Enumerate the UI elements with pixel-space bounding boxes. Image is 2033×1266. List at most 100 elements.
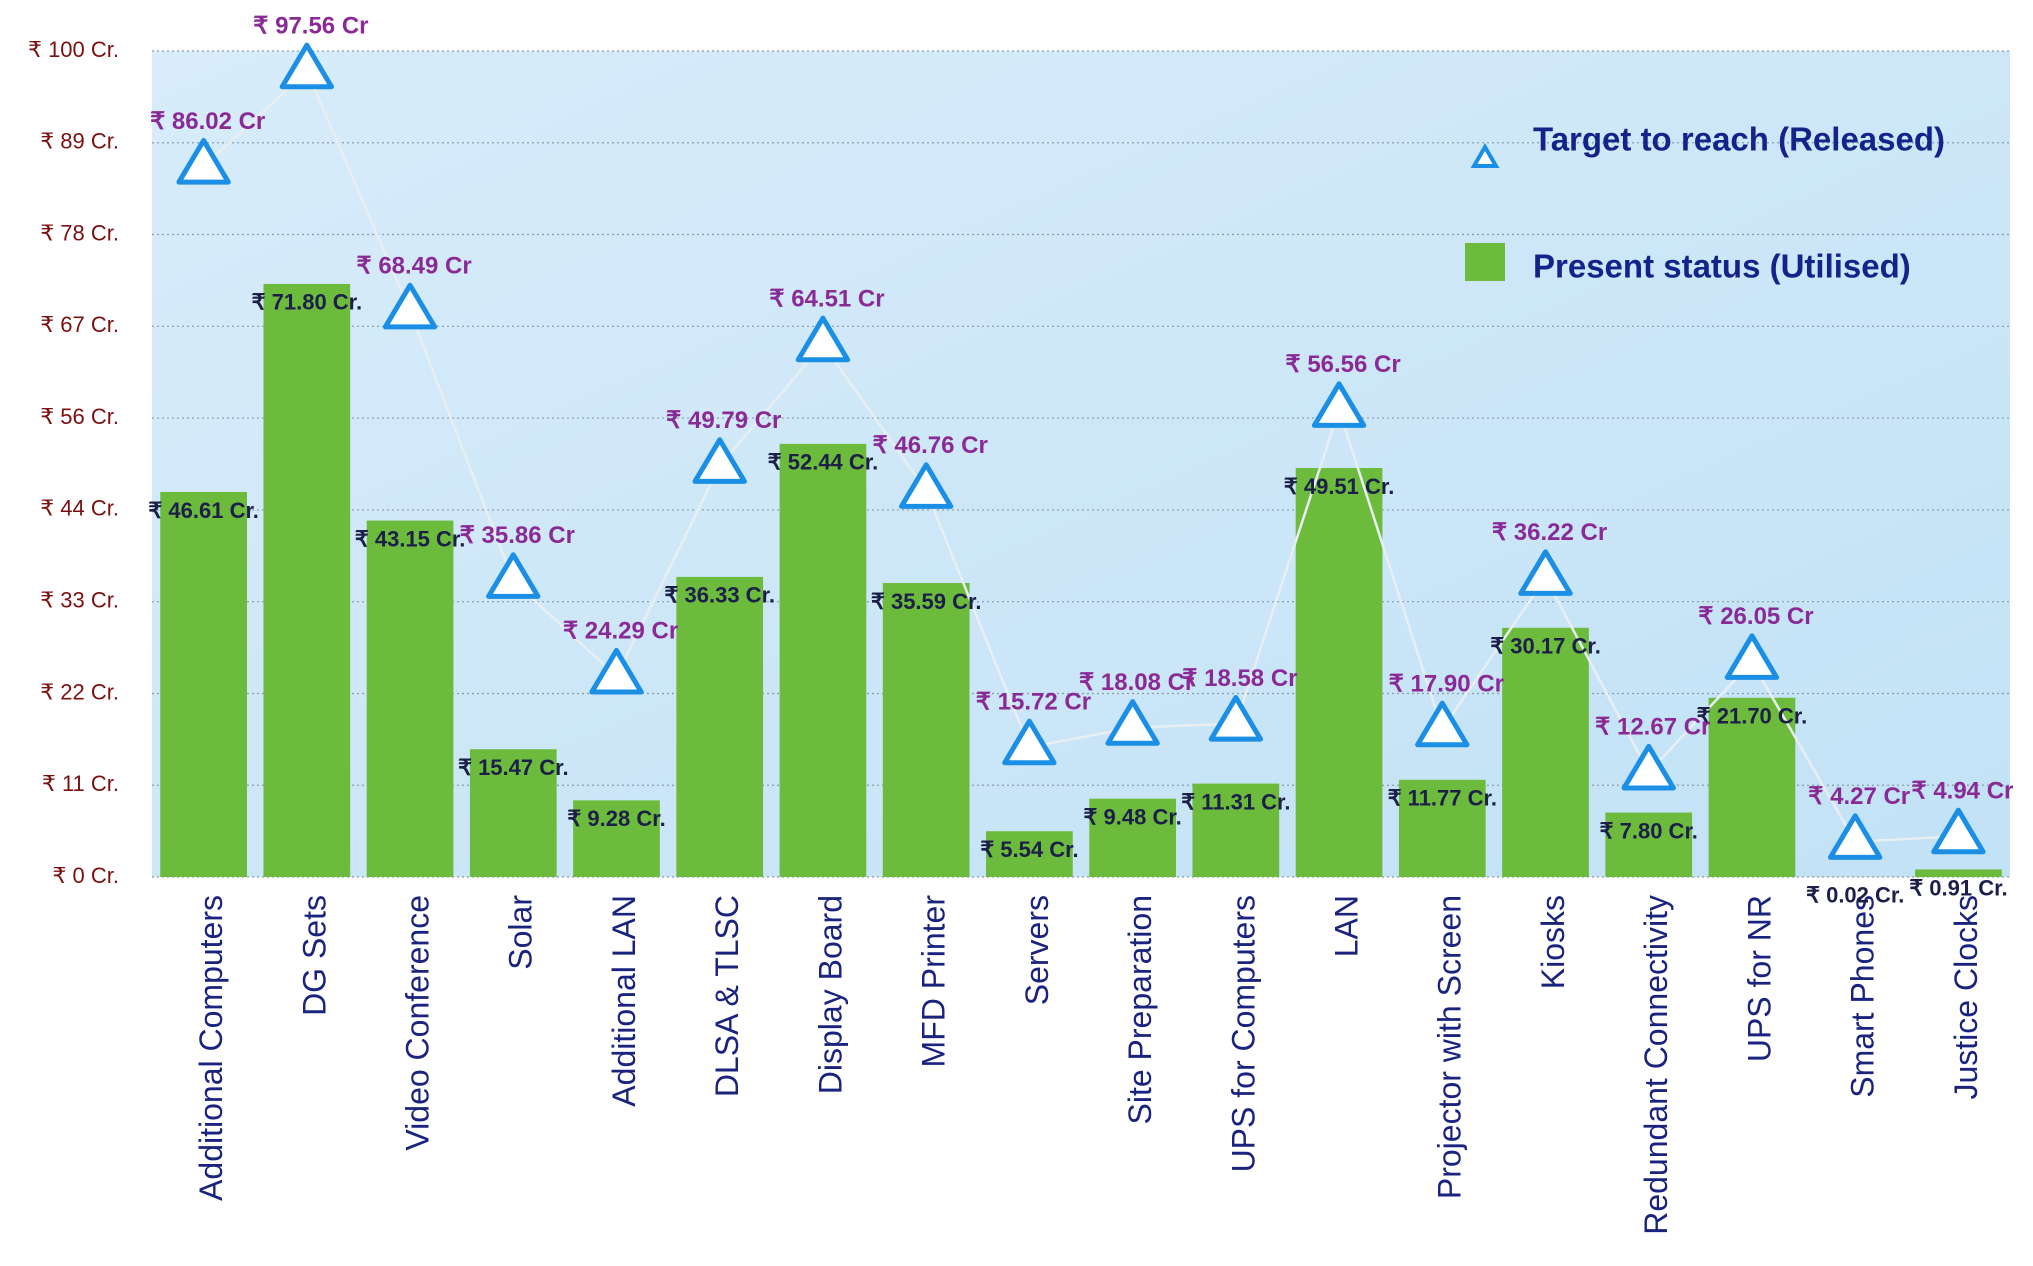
target-value-label: ₹ 46.76 Cr xyxy=(872,432,987,459)
y-tick-label: ₹ 56 Cr. xyxy=(40,404,119,429)
x-tick-label: Solar xyxy=(503,895,539,970)
target-marker xyxy=(1208,695,1264,742)
bar-value-label: ₹ 9.28 Cr. xyxy=(567,806,665,831)
target-marker xyxy=(1311,381,1367,428)
target-value-label: ₹ 15.72 Cr xyxy=(976,688,1091,715)
bar-value-label: ₹ 49.51 Cr. xyxy=(1284,474,1395,499)
bar xyxy=(366,520,454,877)
bar-value-label: ₹ 30.17 Cr. xyxy=(1490,634,1601,659)
bar-value-label: ₹ 5.54 Cr. xyxy=(980,837,1078,862)
target-marker xyxy=(279,42,335,90)
target-marker xyxy=(382,282,438,330)
legend-label: Target to reach (Released) xyxy=(1533,121,1945,158)
bar-value-label: ₹ 0.02 Cr. xyxy=(1806,883,1904,908)
bar-value-label: ₹ 11.77 Cr. xyxy=(1388,786,1497,811)
bar xyxy=(986,831,1073,877)
target-marker xyxy=(898,462,954,509)
bar-value-label: ₹ 43.15 Cr. xyxy=(355,526,466,551)
bar-value-label: ₹ 9.48 Cr. xyxy=(1083,805,1181,830)
y-tick-label: ₹ 11 Cr. xyxy=(42,771,119,796)
target-value-label: ₹ 17.90 Cr xyxy=(1389,670,1504,697)
bar-value-label: ₹ 15.47 Cr. xyxy=(458,755,569,780)
x-tick-label: Kiosks xyxy=(1535,895,1571,989)
target-marker xyxy=(589,647,644,695)
target-marker xyxy=(1105,699,1160,746)
bar xyxy=(1502,627,1589,877)
bar xyxy=(1708,697,1796,877)
target-value-label: ₹ 24.29 Cr xyxy=(563,618,678,645)
target-value-label: ₹ 97.56 Cr xyxy=(253,12,368,39)
bar xyxy=(882,583,970,877)
target-marker xyxy=(1621,743,1676,791)
bar xyxy=(160,492,247,877)
y-tick-label: ₹ 22 Cr. xyxy=(40,679,119,704)
x-tick-label: LAN xyxy=(1329,895,1365,957)
bar xyxy=(573,800,660,877)
target-value-label: ₹ 86.02 Cr xyxy=(150,108,265,135)
x-tick-label: Redundant Connectivity xyxy=(1638,895,1674,1235)
target-marker xyxy=(176,137,231,185)
x-tick-label: Display Board xyxy=(812,895,848,1094)
target-marker xyxy=(795,315,851,363)
x-tick-label: UPS for NR xyxy=(1741,895,1777,1062)
y-tick-label: ₹ 33 Cr. xyxy=(40,588,119,613)
target-marker xyxy=(1002,718,1057,766)
bar-value-label: ₹ 46.61 Cr. xyxy=(148,498,259,523)
y-tick-label: ₹ 0 Cr. xyxy=(52,863,119,888)
bar xyxy=(779,443,867,877)
x-tick-label: Servers xyxy=(1019,895,1055,1005)
bar-value-label: ₹ 35.59 Cr. xyxy=(871,589,982,614)
target-value-label: ₹ 12.67 Cr xyxy=(1595,714,1710,741)
target-value-label: ₹ 4.27 Cr xyxy=(1808,783,1910,810)
x-tick-label: Justice Clocks xyxy=(1948,895,1984,1100)
bar-value-label: ₹ 7.80 Cr. xyxy=(1600,818,1698,843)
target-value-label: ₹ 4.94 Cr xyxy=(1911,778,2013,805)
target-value-label: ₹ 68.49 Cr xyxy=(356,253,471,280)
bar xyxy=(1915,869,2002,877)
x-tick-label: MFD Printer xyxy=(916,895,952,1068)
target-value-label: ₹ 18.08 Cr xyxy=(1079,669,1194,696)
legend-marker xyxy=(1465,243,1505,281)
bar xyxy=(263,283,351,877)
bar-value-label: ₹ 21.70 Cr. xyxy=(1697,704,1808,729)
target-line xyxy=(202,69,1959,844)
x-tick-label: Site Preparation xyxy=(1122,895,1158,1124)
bar-value-label: ₹ 52.44 Cr. xyxy=(768,450,879,475)
legend-marker xyxy=(1470,143,1500,168)
bar xyxy=(676,576,764,877)
bar xyxy=(1398,779,1486,877)
target-value-label: ₹ 36.22 Cr xyxy=(1492,519,1607,546)
target-value-label: ₹ 64.51 Cr xyxy=(769,285,884,312)
target-value-label: ₹ 18.58 Cr xyxy=(1182,665,1297,692)
plot-background xyxy=(152,51,2010,877)
target-marker xyxy=(1518,549,1573,596)
target-marker xyxy=(1931,807,1986,855)
bar-value-label: ₹ 11.31 Cr. xyxy=(1181,789,1290,814)
bar xyxy=(1089,798,1176,877)
x-tick-label: DLSA & TLSC xyxy=(709,895,745,1097)
target-marker xyxy=(692,437,747,484)
target-value-label: ₹ 56.56 Cr xyxy=(1285,351,1400,378)
target-value-label: ₹ 26.05 Cr xyxy=(1698,603,1813,630)
target-value-label: ₹ 35.86 Cr xyxy=(460,522,575,549)
y-tick-label: ₹ 100 Cr. xyxy=(28,37,119,62)
y-tick-label: ₹ 67 Cr. xyxy=(40,312,119,337)
bar-value-label: ₹ 71.80 Cr. xyxy=(252,290,363,315)
x-tick-label: Video Conference xyxy=(400,895,436,1151)
x-tick-label: Additional LAN xyxy=(606,895,642,1107)
bar xyxy=(469,749,557,877)
y-tick-label: ₹ 89 Cr. xyxy=(40,129,119,154)
target-marker xyxy=(486,552,541,599)
legend-label: Present status (Utilised) xyxy=(1533,248,1911,285)
target-marker xyxy=(1415,700,1470,748)
x-tick-label: Smart Phones xyxy=(1845,895,1881,1098)
bar xyxy=(1295,468,1383,877)
y-tick-label: ₹ 44 Cr. xyxy=(40,496,119,521)
target-marker xyxy=(1724,633,1780,680)
y-tick-label: ₹ 78 Cr. xyxy=(40,220,119,245)
x-tick-label: UPS for Computers xyxy=(1225,895,1261,1172)
bar-value-label: ₹ 36.33 Cr. xyxy=(664,583,775,608)
bar xyxy=(1192,783,1280,877)
